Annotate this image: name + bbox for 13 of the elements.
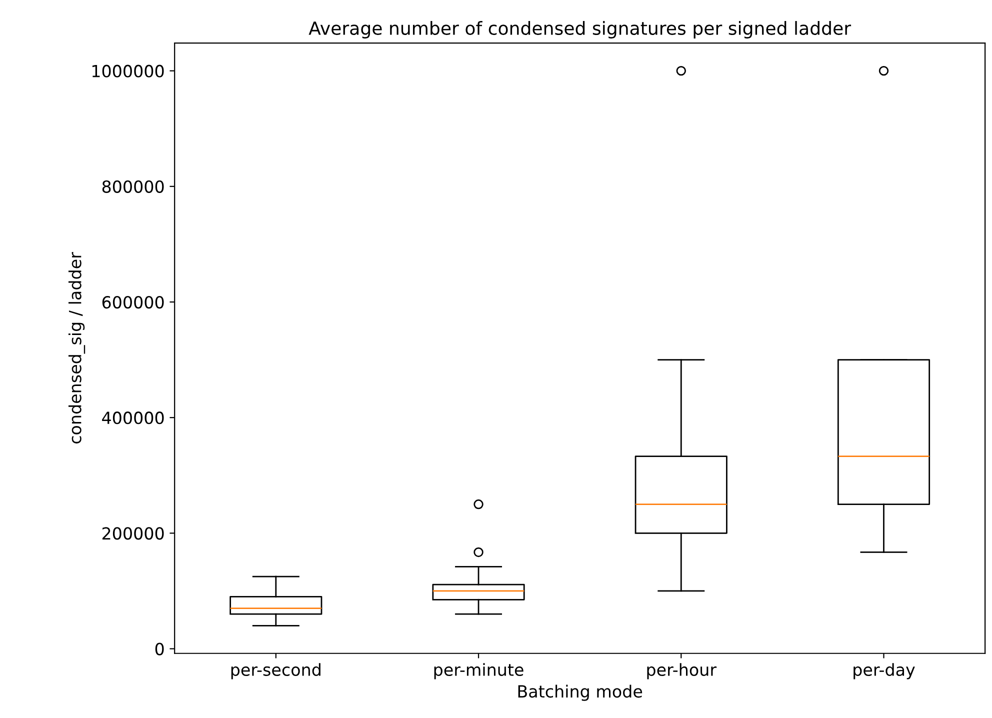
x-tick-label: per-hour bbox=[647, 663, 717, 680]
y-tick-label: 200000 bbox=[102, 527, 164, 540]
y-tick-label: 1000000 bbox=[92, 64, 164, 78]
x-tick-label: per-second bbox=[231, 663, 320, 680]
x-tick-label: per-day bbox=[854, 663, 915, 680]
chart-title: Average number of condensed signatures per signed ladder bbox=[308, 21, 852, 38]
x-tick-label: per-minute bbox=[434, 663, 524, 680]
x-axis-title: Batching mode bbox=[518, 684, 642, 701]
y-tick-label: 400000 bbox=[102, 412, 164, 424]
y-tick-label: 600000 bbox=[102, 296, 164, 309]
y-axis-title: condensed_sig / ladder bbox=[68, 252, 86, 444]
y-tick-label: 0 bbox=[155, 642, 164, 656]
y-tick-label: 800000 bbox=[102, 180, 164, 193]
